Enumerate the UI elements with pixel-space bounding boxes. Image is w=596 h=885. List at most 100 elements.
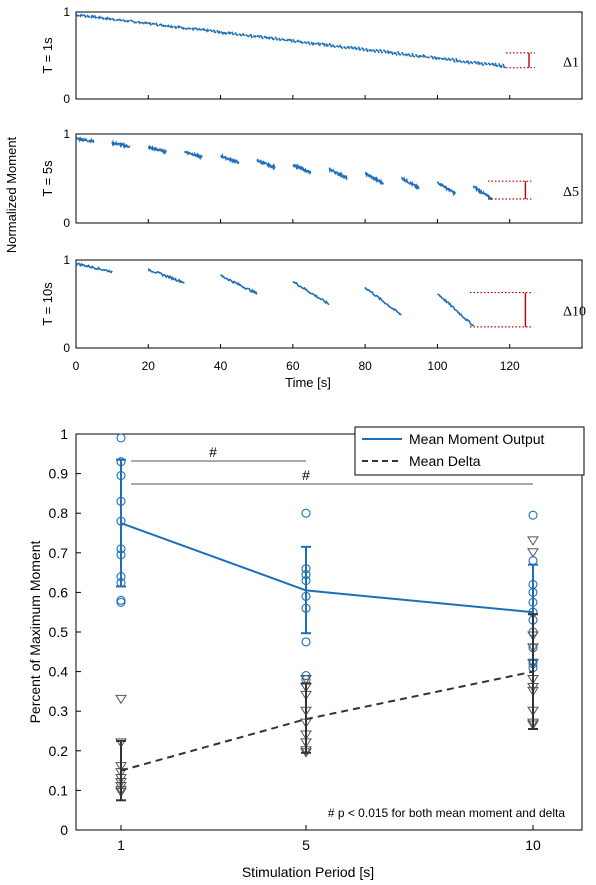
trace-segment (473, 60, 478, 65)
trace-segment (436, 181, 457, 197)
moment-series-line (120, 522, 534, 614)
trace-segment (353, 45, 359, 51)
sig-marker-1-10: # (302, 467, 310, 483)
trace-segment (430, 55, 435, 60)
trace-segment (137, 20, 142, 25)
trace-segment (364, 171, 384, 185)
sig-marker-1-5: # (209, 444, 217, 460)
trace-segment (303, 41, 308, 45)
trace-segment (469, 61, 474, 65)
trace-segment (209, 29, 214, 33)
legend: Mean Moment Output Mean Delta (354, 426, 585, 476)
trace-segment (100, 16, 106, 21)
bottom-y-axis-label: Percent of Maximum Moment (27, 540, 43, 723)
trace-segment (498, 62, 503, 68)
trace-segment (451, 57, 456, 63)
trace-segment (267, 36, 272, 40)
trace-segment (75, 13, 80, 17)
y-tick-label: 1 (63, 253, 70, 267)
trace-segment (147, 144, 167, 155)
trace-segment (288, 38, 293, 43)
moment-point (116, 433, 126, 443)
panel-label: T = 10s (40, 282, 55, 326)
trace-segment (169, 24, 174, 29)
trace-segment (118, 18, 123, 22)
trace-segment (364, 48, 369, 53)
trace-segment (86, 14, 91, 19)
trace-segment (368, 48, 373, 53)
trace-segment (183, 150, 203, 161)
trace-segment (447, 57, 452, 62)
trace-segment (296, 39, 301, 43)
trace-segment (234, 31, 239, 37)
trace-segment (483, 61, 488, 66)
y-tick-label: 0.6 (49, 584, 69, 600)
x-tick-label: 0 (73, 359, 80, 373)
trace-segment (310, 41, 315, 46)
trace-segment (307, 40, 311, 46)
y-tick-label: 1 (63, 127, 70, 141)
trace-segment (129, 19, 134, 23)
trace-segment (212, 29, 217, 34)
trace-segment (488, 62, 492, 66)
panel-frame (75, 11, 583, 100)
trace-segment (462, 60, 466, 64)
delta-series-line (120, 670, 534, 772)
trace-segment (165, 24, 171, 28)
trace-segment (151, 22, 156, 25)
trace-segment (441, 57, 445, 61)
trace-segment (382, 49, 388, 54)
trace-segment (274, 36, 279, 41)
top-x-axis-label: Time [s] (285, 375, 331, 390)
trace-segment (252, 35, 257, 38)
y-tick-label: 0.9 (49, 466, 69, 482)
trace-segment (414, 53, 420, 59)
x-tick-label: 40 (214, 359, 228, 373)
trace-segment (78, 13, 84, 18)
y-tick-label: 0.2 (49, 743, 69, 759)
panel-label: T = 5s (40, 160, 55, 197)
trace-segment (404, 53, 409, 57)
trace-segment (336, 45, 340, 48)
y-tick-label: 0 (63, 216, 70, 230)
legend-moment-label: Mean Moment Output (409, 431, 545, 447)
trace-segment (292, 163, 312, 176)
trace-segment (216, 29, 221, 35)
trace-segment (75, 135, 95, 144)
x-tick-label: 20 (142, 359, 156, 373)
delta-point (115, 738, 127, 748)
trace-segment (433, 55, 438, 60)
trace-segment (194, 27, 199, 31)
moment-point (301, 637, 311, 647)
trace-segment (375, 48, 380, 54)
delta-point (527, 548, 539, 558)
trace-segment (465, 60, 471, 65)
trace-segment (143, 21, 149, 25)
trace-segment (458, 59, 463, 64)
trace-segment (443, 57, 449, 61)
y-tick-label: 1 (63, 5, 70, 19)
footnote: # p < 0.015 for both mean moment and del… (328, 806, 565, 820)
trace-segment (299, 40, 304, 45)
delta-point (527, 536, 539, 546)
trace-segment (317, 41, 322, 47)
trace-segment (191, 26, 196, 32)
delta-point (115, 694, 127, 705)
trace-segment (238, 33, 243, 37)
y-tick-label: 0.3 (49, 703, 69, 719)
trace-segment (263, 35, 268, 40)
trace-segment (125, 19, 130, 23)
trace-segment (325, 43, 330, 48)
plot-frame (75, 433, 583, 831)
trace-segment (285, 38, 290, 42)
trace-segment (122, 18, 127, 23)
trace-segment (494, 62, 499, 68)
trace-segment (140, 21, 145, 25)
trace-segment (418, 54, 423, 58)
trace-segment (198, 27, 203, 31)
trace-segment (256, 158, 276, 171)
panel-frame (75, 259, 583, 349)
trace-segment (472, 185, 493, 201)
